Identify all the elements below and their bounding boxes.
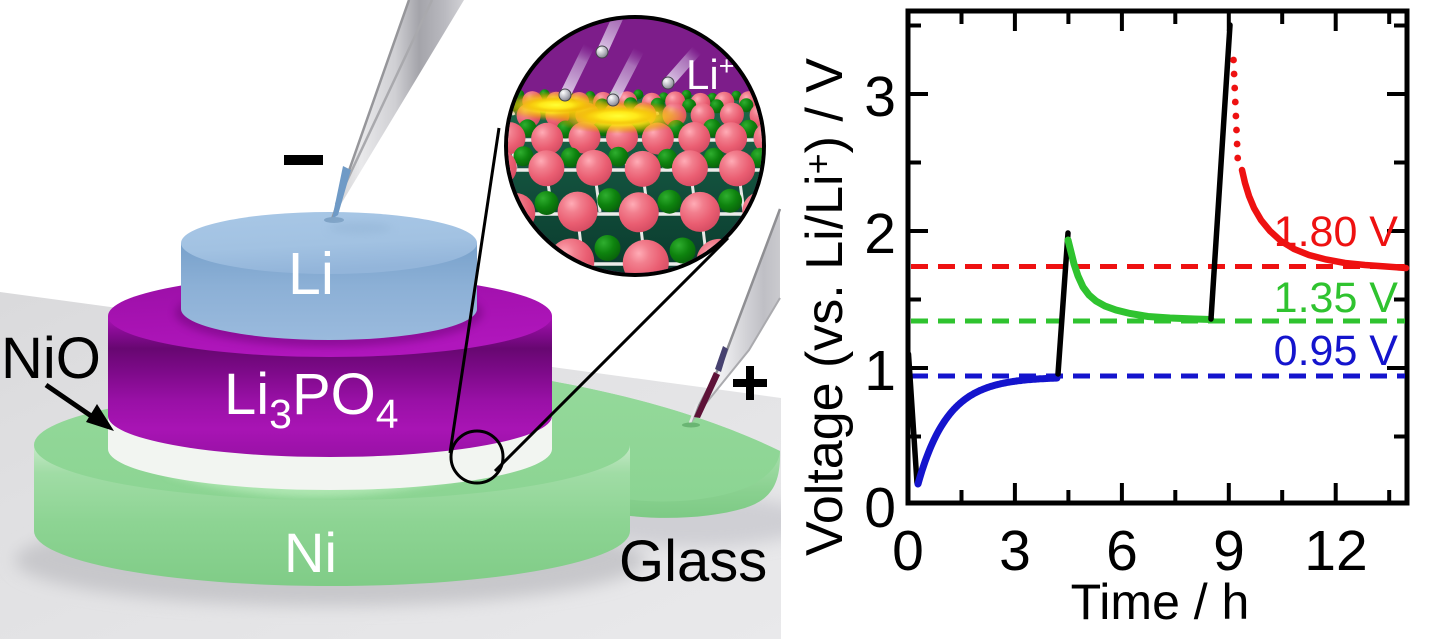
svg-text:NiO: NiO [1, 326, 101, 391]
svg-text:Li3PO4: Li3PO4 [224, 362, 399, 437]
svg-text:0: 0 [864, 476, 896, 540]
svg-text:3: 3 [999, 519, 1031, 583]
svg-text:2: 2 [864, 202, 896, 266]
svg-text:0.95 V: 0.95 V [1274, 327, 1399, 375]
svg-text:3: 3 [864, 65, 896, 129]
svg-text:Time / h: Time / h [1071, 574, 1250, 630]
svg-text:Voltage (vs. Li/Li+) / V: Voltage (vs. Li/Li+) / V [796, 58, 854, 556]
svg-text:1.35 V: 1.35 V [1274, 274, 1399, 322]
svg-text:9: 9 [1213, 519, 1245, 583]
svg-text:1: 1 [864, 339, 896, 403]
svg-text:1.80 V: 1.80 V [1274, 208, 1399, 256]
svg-text:12: 12 [1304, 519, 1367, 583]
svg-text:Ni: Ni [284, 521, 337, 584]
svg-text:Glass: Glass [619, 529, 767, 594]
svg-text:Li: Li [288, 241, 334, 307]
svg-text:0: 0 [892, 519, 924, 583]
svg-text:6: 6 [1106, 519, 1138, 583]
